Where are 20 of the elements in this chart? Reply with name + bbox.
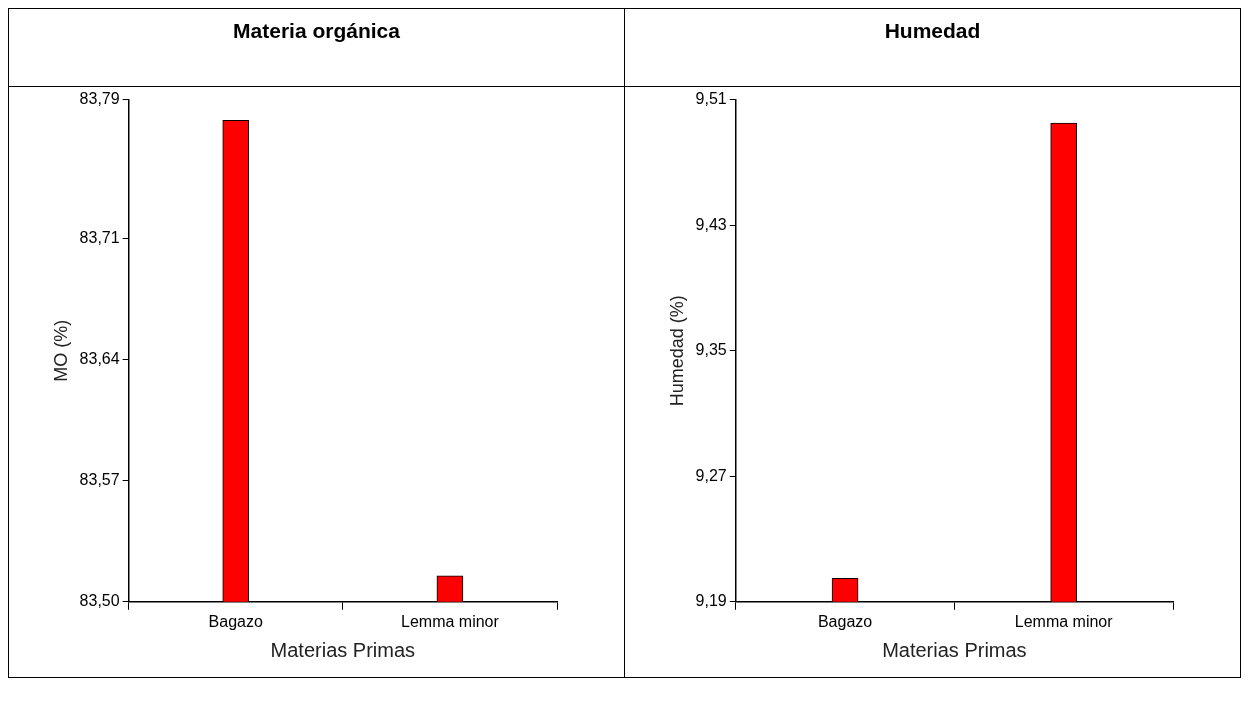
y-tick-label: 83,64	[79, 349, 120, 367]
chart-title: Humedad	[624, 8, 1241, 87]
x-tick-label: Lemma minor	[400, 612, 499, 630]
y-tick-label: 83,50	[79, 592, 120, 610]
y-tick-label: 9,43	[695, 215, 727, 233]
y-tick-label: 9,51	[695, 90, 727, 108]
y-tick-label: 9,27	[695, 466, 727, 484]
y-axis-title: MO (%)	[50, 319, 71, 382]
x-axis-title: Materias Primas	[270, 638, 415, 661]
y-tick-label: 83,57	[79, 470, 120, 488]
x-tick-label: Bagazo	[208, 612, 263, 630]
x-axis-title: Materias Primas	[881, 638, 1027, 661]
chart-title: Materia orgánica	[8, 8, 625, 87]
y-axis-title: Humedad (%)	[666, 295, 687, 407]
y-tick-label: 9,35	[695, 341, 727, 359]
y-tick-label: 83,79	[79, 90, 120, 108]
x-tick-label: Lemma minor	[1014, 612, 1113, 630]
y-tick-label: 83,71	[79, 228, 120, 246]
x-tick-label: Bagazo	[817, 612, 872, 630]
y-tick-label: 9,19	[695, 592, 727, 610]
